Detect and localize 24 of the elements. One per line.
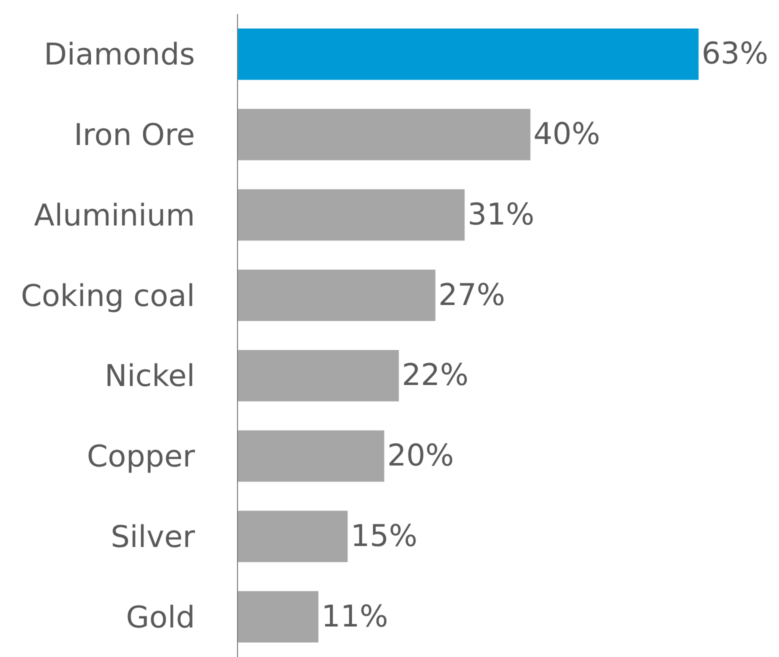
bar [238, 189, 465, 241]
data-label: 31% [468, 197, 534, 232]
y-tick-label: Iron Ore [74, 118, 195, 154]
y-tick-label: Diamonds [44, 38, 195, 73]
bar [238, 350, 399, 402]
y-tick-label: Copper [86, 440, 196, 475]
y-tick-label: Gold [126, 600, 195, 636]
data-label: 15% [350, 518, 418, 554]
data-label: 11% [321, 599, 388, 634]
y-tick-label: Coking coal [20, 278, 195, 314]
bar [238, 108, 530, 160]
bar [238, 430, 384, 482]
y-tick-label: Aluminium [34, 198, 195, 234]
y-tick-label: Nickel [104, 359, 195, 394]
bar [238, 510, 348, 562]
data-label: 22% [402, 358, 469, 394]
data-label: 40% [533, 117, 600, 152]
y-tick-label: Silver [110, 520, 196, 555]
bar [238, 28, 699, 80]
data-label: 63% [702, 36, 768, 72]
data-label: 20% [387, 438, 454, 474]
data-label: 27% [438, 278, 506, 313]
bar [238, 591, 318, 643]
bar [238, 270, 436, 322]
